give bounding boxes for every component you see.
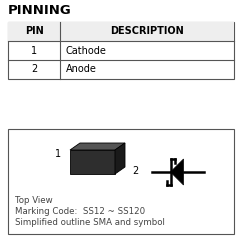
- Text: PINNING: PINNING: [8, 4, 72, 17]
- Text: 1: 1: [31, 45, 37, 55]
- Polygon shape: [115, 143, 125, 174]
- Text: 1: 1: [55, 149, 61, 159]
- Text: Top View: Top View: [15, 196, 53, 205]
- Polygon shape: [70, 150, 115, 174]
- Text: 2: 2: [31, 65, 37, 75]
- Bar: [8, 22, 234, 41]
- Bar: [8, 129, 234, 234]
- Text: Anode: Anode: [66, 65, 97, 75]
- Text: Marking Code:  SS12 ~ SS120: Marking Code: SS12 ~ SS120: [15, 207, 145, 216]
- Text: PIN: PIN: [25, 27, 43, 37]
- Text: 2: 2: [132, 166, 138, 176]
- Polygon shape: [171, 159, 183, 185]
- Bar: [8, 22, 234, 79]
- Text: Simplified outline SMA and symbol: Simplified outline SMA and symbol: [15, 218, 165, 227]
- Text: DESCRIPTION: DESCRIPTION: [110, 27, 184, 37]
- Polygon shape: [70, 143, 125, 150]
- Text: Cathode: Cathode: [66, 45, 107, 55]
